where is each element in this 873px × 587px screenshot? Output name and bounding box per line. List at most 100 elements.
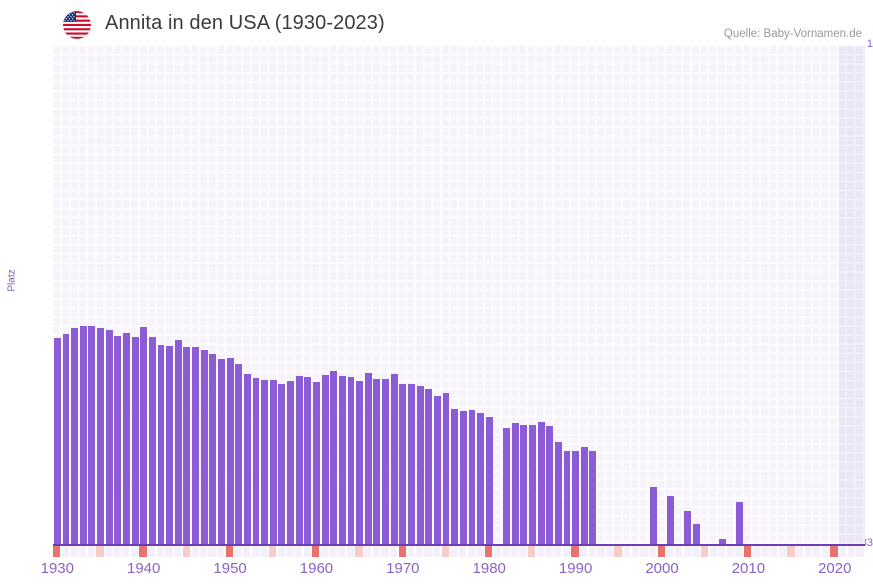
tick-minor-1953 — [251, 546, 259, 557]
bar-1980 — [485, 417, 493, 545]
chart-title: Annita in den USA (1930-2023) — [105, 12, 385, 34]
tick-minor-1956 — [277, 546, 285, 557]
tick-minor-1959 — [303, 546, 311, 557]
tick-minor-1976 — [450, 546, 458, 557]
tick-minor-1946 — [191, 546, 199, 557]
tick-minor-1989 — [562, 546, 570, 557]
tick-major-2010 — [744, 546, 752, 557]
bar-1937 — [114, 336, 122, 545]
tick-major-1970 — [398, 546, 406, 557]
tick-minor-2011 — [752, 546, 761, 557]
bar-1986 — [537, 422, 545, 545]
bar-1968 — [382, 379, 390, 545]
tick-minor-1951 — [234, 546, 242, 557]
tick-minor-1973 — [424, 546, 432, 557]
tick-major-1960 — [312, 546, 320, 557]
bar-1992 — [589, 451, 597, 545]
bar-1969 — [390, 374, 398, 545]
tick-half-1995 — [614, 546, 622, 557]
bar-1991 — [580, 447, 588, 545]
tick-minor-1994 — [605, 546, 614, 557]
bar-1943 — [166, 346, 174, 545]
tick-half-1955 — [268, 546, 277, 557]
tick-minor-1974 — [433, 546, 441, 557]
tick-minor-2018 — [813, 546, 821, 557]
tick-minor-1969 — [389, 546, 398, 557]
bar-1975 — [442, 393, 450, 545]
tick-minor-2019 — [821, 546, 830, 557]
bar-1971 — [408, 384, 415, 545]
tick-minor-2012 — [761, 546, 769, 557]
tick-minor-1999 — [649, 546, 657, 557]
bar-1935 — [97, 328, 104, 545]
tick-minor-1983 — [510, 546, 519, 557]
tick-minor-2021 — [839, 546, 847, 557]
tick-minor-2016 — [795, 546, 804, 557]
tick-minor-1947 — [199, 546, 208, 557]
tick-minor-1958 — [294, 546, 303, 557]
tick-minor-1993 — [597, 546, 605, 557]
tick-minor-2023 — [856, 546, 864, 557]
bar-1987 — [546, 426, 554, 545]
tick-minor-2002 — [674, 546, 683, 557]
bar-1976 — [451, 409, 459, 545]
tick-minor-1949 — [217, 546, 225, 557]
bar-1950 — [226, 358, 234, 545]
x-axis-tick-label-2000: 2000 — [645, 560, 679, 577]
tick-minor-2022 — [847, 546, 856, 557]
tick-minor-1981 — [493, 546, 501, 557]
bar-2007 — [719, 539, 726, 545]
tick-major-2020 — [830, 546, 838, 557]
x-axis-line — [53, 544, 865, 546]
bar-2009 — [736, 502, 744, 545]
bar-1931 — [62, 334, 70, 545]
tick-minor-1998 — [640, 546, 648, 557]
tick-minor-1963 — [338, 546, 346, 557]
bar-1946 — [192, 347, 199, 545]
tick-minor-1997 — [631, 546, 640, 557]
x-axis-tick-label-1950: 1950 — [213, 560, 247, 577]
bar-2003 — [684, 511, 692, 545]
bar-1958 — [295, 376, 303, 545]
tick-minor-1936 — [104, 546, 113, 557]
x-axis-tick-strip — [53, 546, 865, 557]
bar-1970 — [399, 384, 407, 545]
bar-1944 — [174, 340, 182, 545]
tick-minor-1961 — [320, 546, 329, 557]
bar-1932 — [71, 328, 79, 545]
bar-1973 — [425, 389, 433, 545]
bar-1978 — [468, 410, 476, 545]
tick-minor-2003 — [683, 546, 691, 557]
tick-minor-1931 — [61, 546, 69, 557]
tick-half-2005 — [700, 546, 709, 557]
tick-minor-2009 — [735, 546, 743, 557]
bar-1945 — [183, 347, 191, 545]
y-axis-title: Platz — [6, 269, 18, 292]
tick-minor-1941 — [148, 546, 156, 557]
tick-minor-1939 — [130, 546, 139, 557]
tick-minor-1986 — [536, 546, 545, 557]
x-axis-tick-label-2010: 2010 — [731, 560, 766, 577]
bar-1955 — [269, 380, 277, 545]
bar-1984 — [520, 425, 528, 545]
tick-minor-1971 — [407, 546, 415, 557]
x-axis-tick-label-1960: 1960 — [299, 560, 334, 577]
bar-1934 — [88, 326, 96, 545]
y-axis-tick-top: 1 — [866, 38, 873, 50]
x-axis-tick-label-1940: 1940 — [127, 560, 161, 577]
tick-minor-2014 — [778, 546, 786, 557]
bar-1942 — [157, 345, 165, 545]
bar-1966 — [364, 373, 372, 545]
bar-1964 — [347, 377, 355, 545]
chart-header: Annita in den USA (1930-2023) Quelle: Ba… — [0, 0, 873, 44]
tick-half-1935 — [96, 546, 104, 557]
x-axis-tick-labels: 1930 1940 1950 1960 1970 1980 1990 2000 2010 2020 — [0, 560, 873, 584]
tick-minor-1996 — [623, 546, 631, 557]
bar-1930 — [53, 338, 61, 545]
bar-1951 — [235, 364, 243, 545]
tick-major-2000 — [657, 546, 665, 557]
x-axis-tick-label-1990: 1990 — [558, 560, 593, 577]
us-flag-circle-icon — [63, 11, 91, 39]
source-label: Quelle: Baby-Vornamen.de — [723, 28, 862, 40]
